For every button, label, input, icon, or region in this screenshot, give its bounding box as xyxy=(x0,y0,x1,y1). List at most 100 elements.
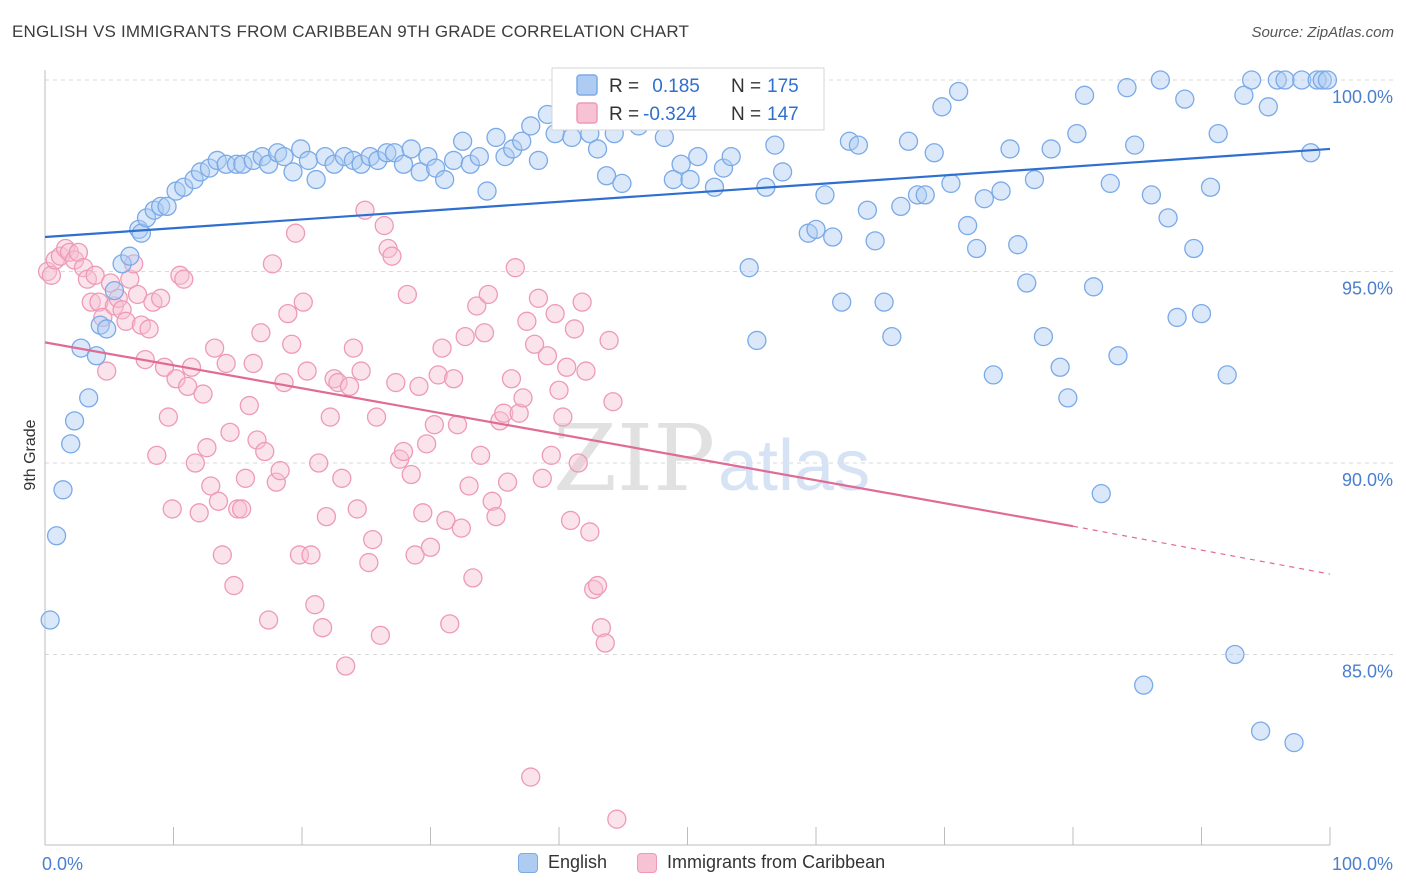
caribbean-point xyxy=(212,545,232,565)
caribbean-point xyxy=(309,453,329,473)
caribbean-point xyxy=(572,292,592,312)
caribbean-point xyxy=(41,265,62,285)
caribbean-point xyxy=(455,326,475,347)
english-point xyxy=(512,131,532,151)
english-point xyxy=(1284,732,1304,753)
english-point xyxy=(274,146,294,167)
caribbean-point xyxy=(405,545,425,565)
english-point xyxy=(1024,169,1045,190)
english-point xyxy=(704,177,725,197)
english-point xyxy=(495,146,515,167)
caribbean-point xyxy=(293,292,313,312)
caribbean-point xyxy=(262,254,283,274)
caribbean-point xyxy=(470,445,491,465)
caribbean-point xyxy=(420,537,441,557)
caribbean-point xyxy=(282,334,302,354)
english-point xyxy=(418,146,438,167)
english-point xyxy=(233,154,253,174)
caribbean-point xyxy=(505,258,525,278)
caribbean-trend-extension xyxy=(1072,525,1331,575)
english-point xyxy=(434,169,455,190)
caribbean-point xyxy=(607,809,627,829)
x-tick-label-left: 0.0% xyxy=(42,854,83,874)
caribbean-point xyxy=(305,595,325,615)
legend-carib-n-value: 147 xyxy=(767,104,799,125)
english-point xyxy=(136,208,157,228)
y-tick-label: 90.0% xyxy=(1342,470,1393,490)
english-point xyxy=(112,254,132,274)
english-point xyxy=(1083,277,1104,297)
english-point xyxy=(815,185,835,205)
y-axis-label: 9th Grade xyxy=(22,419,39,490)
english-point xyxy=(587,139,608,159)
english-point xyxy=(324,154,344,174)
caribbean-point xyxy=(162,499,182,519)
caribbean-point xyxy=(266,472,286,492)
english-point xyxy=(1241,70,1262,90)
caribbean-point xyxy=(336,656,356,676)
english-point xyxy=(40,610,60,630)
legend-carib-n-label: N = xyxy=(731,104,761,125)
english-point xyxy=(1167,307,1187,328)
caribbean-point xyxy=(537,346,558,366)
english-point xyxy=(739,258,759,278)
caribbean-point xyxy=(428,365,448,385)
english-point xyxy=(1117,78,1137,98)
english-point xyxy=(1267,70,1287,90)
y-tick-label: 85.0% xyxy=(1342,662,1393,682)
english-point xyxy=(948,81,969,102)
caribbean-point xyxy=(576,361,596,381)
english-point xyxy=(1100,173,1120,194)
english-point xyxy=(298,150,319,171)
caribbean-point xyxy=(363,529,383,550)
english-point xyxy=(823,227,843,247)
english-point xyxy=(1307,70,1327,90)
english-point xyxy=(1208,123,1228,144)
watermark-zip: ZIP xyxy=(553,405,715,512)
caribbean-point xyxy=(432,338,452,358)
caribbean-point xyxy=(443,369,464,389)
english-point xyxy=(1250,721,1271,741)
english-point xyxy=(174,177,194,197)
english-point xyxy=(612,173,632,194)
caribbean-point xyxy=(553,407,573,427)
caribbean-point xyxy=(397,284,418,305)
legend-english-n-value: 175 xyxy=(767,76,799,97)
english-point xyxy=(1141,185,1162,205)
english-point xyxy=(1033,326,1054,347)
english-point xyxy=(772,162,793,182)
english-point xyxy=(1301,143,1321,163)
caribbean-point xyxy=(270,461,290,481)
english-point xyxy=(131,223,152,243)
caribbean-point xyxy=(116,311,136,331)
english-point xyxy=(1000,139,1020,159)
chart-title: ENGLISH VS IMMIGRANTS FROM CARIBBEAN 9TH… xyxy=(12,22,690,41)
english-point xyxy=(974,189,994,209)
english-point xyxy=(306,169,326,190)
caribbean-point xyxy=(370,625,391,645)
english-point xyxy=(64,411,85,431)
caribbean-point xyxy=(85,265,105,285)
legend-english-r-value: 0.185 xyxy=(647,76,700,97)
legend-label-english: English xyxy=(548,852,608,872)
english-point xyxy=(713,158,734,178)
axes xyxy=(44,70,1331,846)
english-point xyxy=(120,246,140,266)
english-point xyxy=(291,139,311,159)
caribbean-point xyxy=(541,445,561,465)
english-point xyxy=(79,388,99,408)
legend-item-english: English xyxy=(518,852,607,873)
caribbean-point xyxy=(147,445,167,465)
caribbean-point xyxy=(393,441,414,462)
legend-carib-r-value: -0.324 xyxy=(643,104,697,125)
english-point xyxy=(97,319,117,339)
english-point xyxy=(46,526,67,546)
english-point xyxy=(469,146,489,167)
caribbean-point xyxy=(235,468,256,488)
source-credit: Source: ZipAtlas.com xyxy=(1251,24,1394,41)
caribbean-point xyxy=(386,372,406,393)
english-point xyxy=(907,185,928,205)
caribbean-point xyxy=(513,388,533,408)
caribbean-point xyxy=(501,369,522,389)
